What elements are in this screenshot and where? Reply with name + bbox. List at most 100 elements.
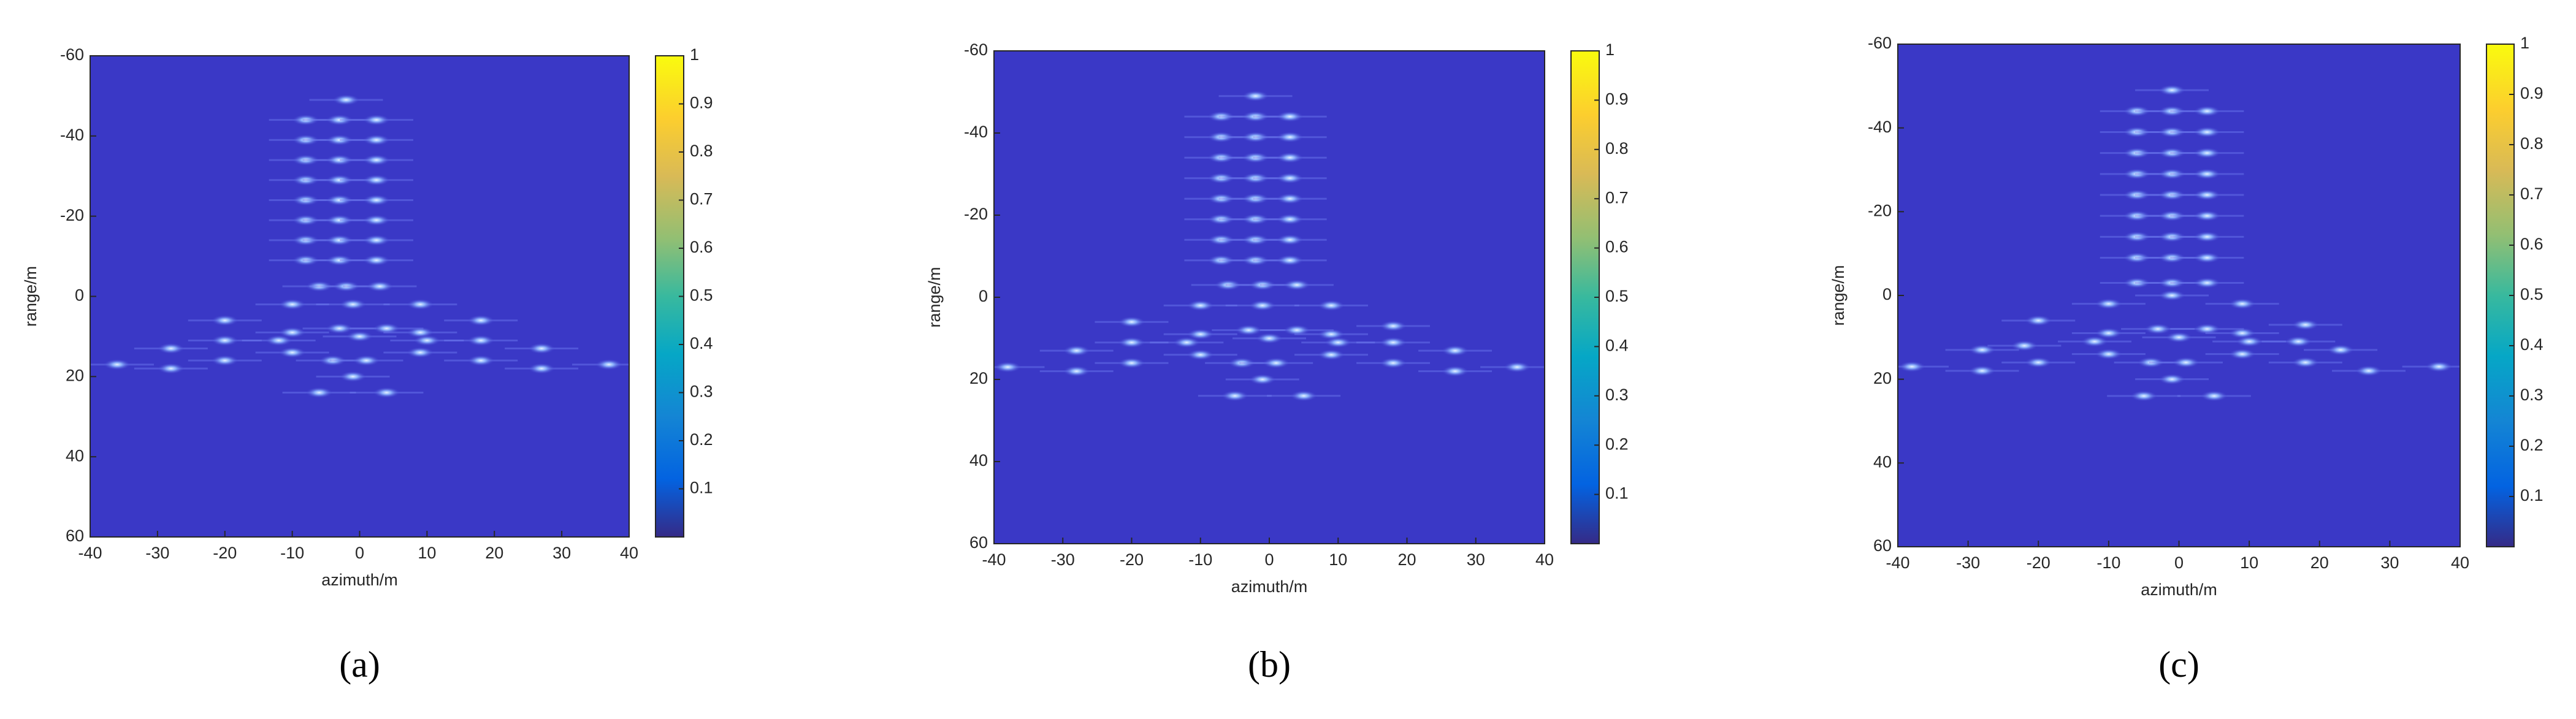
x-tick-label: -40	[1886, 554, 1909, 572]
target	[1207, 172, 1235, 184]
target	[353, 355, 380, 367]
target	[1207, 152, 1235, 164]
x-tick-label: 40	[1535, 550, 1554, 569]
x-tick-label: 0	[1264, 550, 1274, 569]
colorbar-tick-label: 0.8	[1605, 139, 1629, 158]
target	[2193, 231, 2221, 243]
colorbar-tick-label: 0.9	[1605, 90, 1629, 108]
x-tick-label: 10	[1329, 550, 1347, 569]
target	[278, 299, 306, 310]
target	[2158, 277, 2186, 289]
y-tick-label: 60	[1873, 536, 1892, 555]
panel: -40 -30 -20 -10 0 10 20 30 40 -60 -40 -20 0 20 40 60 azi…	[21, 45, 713, 685]
target	[2095, 298, 2122, 310]
target	[362, 174, 390, 186]
colorbar-tick-label: 0.2	[1605, 435, 1629, 453]
target	[2144, 323, 2172, 335]
colorbar-tick-label: 0.6	[690, 238, 713, 256]
target	[319, 355, 346, 367]
target	[326, 194, 353, 206]
caption: (c)	[2158, 644, 2200, 685]
target	[1242, 131, 1269, 143]
x-tick-label: 10	[418, 544, 436, 562]
target	[2165, 332, 2193, 343]
target	[2193, 126, 2221, 138]
y-axis-label: range/m	[1829, 265, 1848, 325]
target	[278, 347, 306, 359]
target	[1207, 213, 1235, 225]
colorbar-tick-label: 0.9	[690, 94, 713, 112]
target	[265, 335, 292, 346]
target	[1242, 193, 1269, 205]
target	[2193, 189, 2221, 200]
target	[1242, 172, 1269, 184]
target	[2123, 147, 2150, 159]
y-tick-label: -60	[60, 45, 84, 64]
panel: -40 -30 -20 -10 0 10 20 30 40 -60 -40 -20 0 20 40 60 azi…	[1829, 34, 2543, 685]
target	[326, 114, 353, 126]
target	[1968, 344, 1996, 356]
target	[366, 281, 394, 292]
y-tick-label: 20	[969, 369, 988, 387]
x-tick-label: 0	[355, 544, 364, 562]
target	[1063, 365, 1090, 377]
target	[2158, 252, 2186, 264]
target	[2236, 336, 2263, 348]
x-tick-label: 10	[2240, 554, 2258, 572]
x-tick-label: -30	[1051, 550, 1075, 569]
target	[157, 343, 185, 354]
target	[2158, 85, 2186, 96]
target	[1276, 172, 1304, 184]
target	[1207, 254, 1235, 266]
y-axis-label: range/m	[21, 266, 40, 327]
target	[2158, 231, 2186, 243]
target	[326, 134, 353, 146]
target	[994, 361, 1022, 373]
y-tick-label: -60	[964, 40, 988, 59]
targets	[90, 94, 629, 398]
target	[1898, 361, 1925, 373]
x-tick-label: -20	[213, 544, 237, 562]
y-tick-label: 0	[979, 287, 988, 305]
target	[339, 371, 367, 382]
target	[413, 335, 441, 346]
colorbar-tick-label: 0.4	[2520, 335, 2544, 354]
target	[1276, 234, 1304, 246]
colorbar-tick-label: 0.3	[690, 382, 713, 401]
target	[2193, 323, 2221, 335]
target	[326, 154, 353, 166]
target	[292, 215, 319, 226]
target	[2123, 189, 2150, 200]
targets	[1898, 85, 2460, 401]
colorbar-tick-label: 0.5	[1605, 287, 1629, 305]
target	[305, 281, 333, 292]
target	[2200, 390, 2228, 401]
target	[292, 234, 319, 246]
colorbar-tick-label: 0.5	[690, 286, 713, 305]
target	[1290, 390, 1318, 401]
target	[1276, 152, 1304, 164]
target	[292, 154, 319, 166]
target	[467, 355, 495, 367]
target	[2158, 126, 2186, 138]
targets	[994, 90, 1545, 401]
target	[2193, 105, 2221, 117]
caption: (a)	[339, 644, 380, 685]
y-tick-label: 40	[969, 451, 988, 470]
target	[1380, 320, 1407, 332]
x-tick-label: -30	[145, 544, 169, 562]
colorbar-tick-label: 1	[2520, 34, 2529, 52]
target	[1118, 357, 1145, 369]
target	[362, 134, 390, 146]
target	[2193, 277, 2221, 289]
target	[1283, 324, 1310, 336]
target	[1318, 300, 1345, 311]
target	[1248, 279, 1276, 291]
target	[103, 359, 131, 370]
target	[2158, 210, 2186, 222]
target	[1380, 337, 1407, 348]
y-tick-label: -40	[964, 123, 988, 141]
y-tick-label: 20	[66, 366, 84, 384]
